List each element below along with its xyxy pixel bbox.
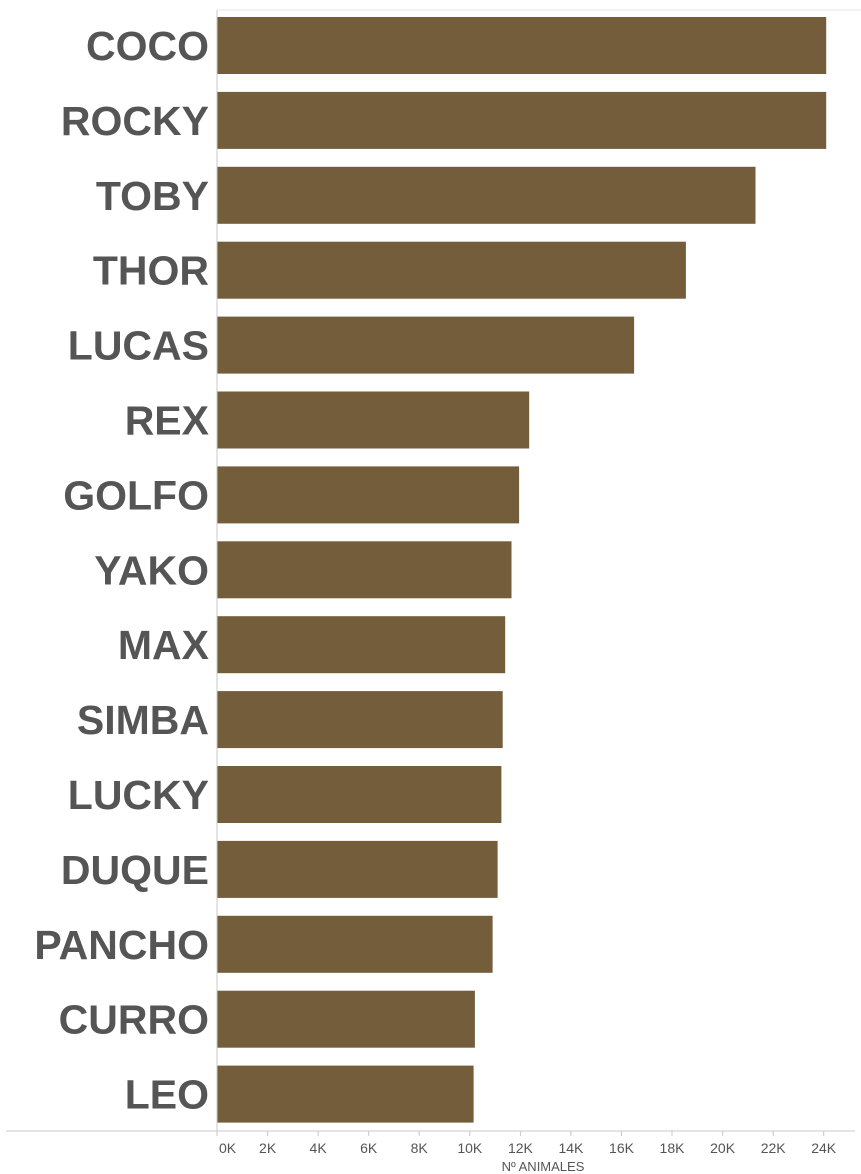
- bar-thor: [217, 241, 686, 299]
- bar-toby: [217, 166, 756, 224]
- x-tick-label: 16K: [609, 1140, 635, 1156]
- category-label-simba: SIMBA: [77, 697, 209, 743]
- bar-lucas: [217, 316, 635, 374]
- x-tick-label: 24K: [811, 1140, 837, 1156]
- bar-rex: [217, 391, 530, 449]
- category-label-curro: CURRO: [59, 997, 209, 1043]
- category-label-lucky: LUCKY: [68, 772, 209, 818]
- category-label-duque: DUQUE: [61, 847, 209, 893]
- category-label-coco: COCO: [86, 23, 209, 69]
- x-tick-label: 18K: [660, 1140, 686, 1156]
- x-tick-label: 20K: [710, 1140, 736, 1156]
- bars-layer: [217, 17, 827, 1123]
- x-tick-label: 8K: [411, 1140, 429, 1156]
- category-label-golfo: GOLFO: [63, 472, 209, 518]
- category-label-leo: LEO: [125, 1072, 209, 1118]
- category-label-toby: TOBY: [96, 173, 209, 219]
- category-label-thor: THOR: [93, 248, 209, 294]
- bar-curro: [217, 990, 475, 1048]
- bar-duque: [217, 840, 498, 898]
- x-axis-title: Nº ANIMALES: [502, 1159, 585, 1174]
- bar-golfo: [217, 466, 520, 524]
- bar-pancho: [217, 915, 493, 973]
- x-tick-label: 12K: [508, 1140, 534, 1156]
- bar-coco: [217, 17, 827, 74]
- bar-yako: [217, 541, 512, 599]
- bar-max: [217, 616, 506, 674]
- category-label-max: MAX: [118, 622, 209, 668]
- bar-rocky: [217, 91, 827, 149]
- category-labels: COCO ROCKY TOBY THOR LUCAS REX GOLFO YAKO MAX SIM…: [34, 23, 209, 1118]
- x-tick-label: 2K: [259, 1140, 277, 1156]
- x-axis: 0K 2K 4K 6K 8K 10K 12K 14K 16K 18K 20K 22K 24K: [6, 9, 861, 1156]
- category-label-rex: REX: [125, 398, 209, 444]
- x-tick-label: 14K: [558, 1140, 584, 1156]
- bar-simba: [217, 691, 503, 749]
- category-label-yako: YAKO: [94, 547, 209, 593]
- x-tick-label: 10K: [457, 1140, 483, 1156]
- x-tick-label: 0K: [219, 1140, 237, 1156]
- x-tick-label: 6K: [360, 1140, 378, 1156]
- bar-lucky: [217, 766, 502, 823]
- category-label-rocky: ROCKY: [61, 98, 209, 144]
- bar-leo: [217, 1065, 474, 1123]
- x-tick-label: 4K: [310, 1140, 328, 1156]
- category-label-lucas: LUCAS: [68, 323, 209, 369]
- category-label-pancho: PANCHO: [34, 922, 209, 968]
- x-tick-label: 22K: [761, 1140, 787, 1156]
